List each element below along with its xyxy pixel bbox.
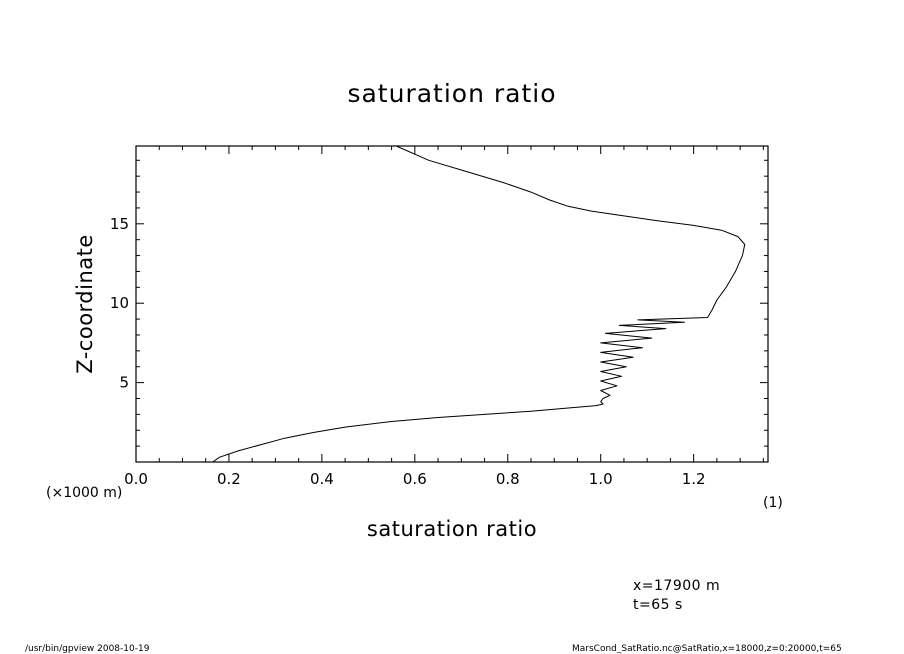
y-axis-ticks: 5 10 15 xyxy=(110,159,768,447)
x-tick-label: 0.4 xyxy=(310,470,334,488)
x-tick-label: 0.2 xyxy=(217,470,241,488)
info-x-position: x=17900 m xyxy=(633,578,720,594)
info-time: t=65 s xyxy=(633,597,683,613)
y-tick-label: 10 xyxy=(110,294,129,312)
data-series xyxy=(212,145,746,463)
footer-right: MarsCond_SatRatio.nc@SatRatio,x=18000,z=… xyxy=(572,644,842,654)
chart-title: saturation ratio xyxy=(347,79,556,108)
plot-axes xyxy=(135,145,769,463)
y-unit-label: (×1000 m) xyxy=(46,485,122,501)
x-unit-label: (1) xyxy=(763,495,783,511)
x-tick-label: 0.6 xyxy=(403,470,427,488)
y-tick-label: 15 xyxy=(110,215,129,233)
x-axis-ticks: 0.0 0.2 0.4 0.6 0.8 1.0 1.2 xyxy=(124,146,764,488)
x-tick-label: 1.2 xyxy=(682,470,706,488)
x-axis-title: saturation ratio xyxy=(367,517,537,541)
plot-frame xyxy=(135,145,769,463)
y-axis-title: Z-coordinate xyxy=(73,234,97,374)
x-tick-label: 1.0 xyxy=(589,470,613,488)
series-line-0 xyxy=(212,145,746,463)
y-tick-label: 5 xyxy=(119,374,129,392)
footer-left: /usr/bin/gpview 2008-10-19 xyxy=(25,644,150,654)
x-tick-label: 0.0 xyxy=(124,470,148,488)
x-tick-label: 0.8 xyxy=(496,470,520,488)
